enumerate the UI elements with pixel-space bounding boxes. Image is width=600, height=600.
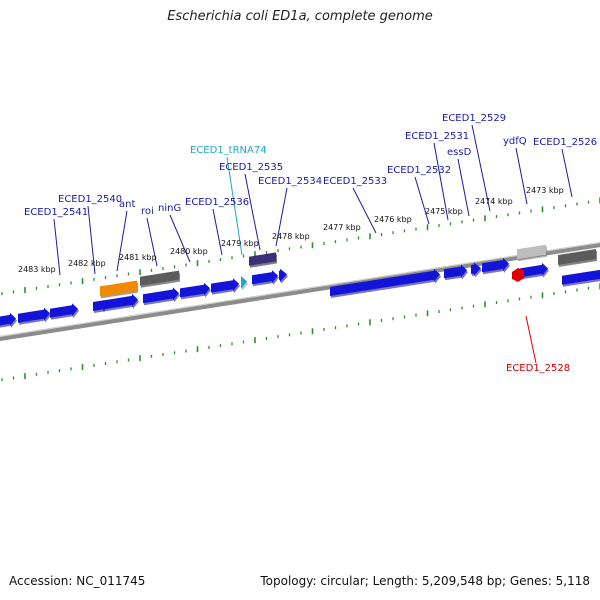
gray-feature [140, 270, 179, 286]
feature-track [0, 244, 600, 328]
cds-feature [0, 312, 16, 326]
gene-label: ECED1_2528 [506, 363, 570, 374]
gene-label: ECED1_2541 [24, 207, 88, 218]
cds-feature [50, 303, 78, 318]
label-leader-line [352, 187, 377, 234]
label-leader-line [116, 210, 128, 272]
light-gray-feature [517, 244, 546, 260]
label-leader-line [275, 187, 288, 247]
orange-feature [100, 280, 137, 297]
kbp-scale-labels: 2483 kbp 2482 kbp 2481 kbp 2480 kbp 2479 kbp… [18, 186, 564, 274]
red-feature [512, 268, 524, 282]
label-leader-line [169, 214, 191, 263]
gene-label: ninG [158, 203, 181, 214]
cds-feature [562, 269, 600, 285]
cds-feature [143, 287, 179, 304]
cds-feature [102, 293, 138, 310]
cds-feature [180, 282, 210, 298]
kbp-label: 2478 kbp [272, 232, 310, 241]
gene-label: ydfQ [503, 136, 527, 147]
label-leader-line [515, 147, 528, 205]
cds-feature [279, 268, 287, 282]
label-leader-line [471, 124, 491, 212]
trna-feature [241, 275, 247, 289]
cds-feature [520, 262, 548, 278]
kbp-label: 2480 kbp [170, 247, 208, 256]
purple-feature [249, 252, 276, 266]
gene-label: ECED1_2535 [219, 162, 283, 173]
cds-feature [330, 268, 440, 296]
label-leader-line [561, 148, 573, 198]
label-leader-line [433, 142, 449, 221]
gene-label: ECED1_2529 [442, 113, 506, 124]
kbp-label: 2474 kbp [475, 197, 513, 206]
label-leader-line [53, 218, 61, 276]
kbp-label: 2475 kbp [425, 207, 463, 216]
cds-feature [211, 278, 239, 293]
genome-backbone [0, 242, 600, 341]
map-title: Escherichia coli ED1a, complete genome [167, 9, 433, 24]
kbp-label: 2481 kbp [119, 253, 157, 262]
cds-feature [93, 300, 104, 311]
gene-label: roi [141, 206, 154, 217]
gene-label: ECED1_2533 [323, 176, 387, 187]
inner-tick-ring [1, 283, 600, 382]
label-leader-line [226, 156, 243, 256]
gene-label: ECED1_2532 [387, 165, 451, 176]
label-leader-line [457, 158, 470, 217]
kbp-label: 2477 kbp [323, 223, 361, 232]
kbp-label: 2482 kbp [68, 259, 106, 268]
gene-label: ant [119, 199, 135, 210]
gene-label: ECED1_tRNA74 [190, 145, 267, 156]
kbp-label: 2476 kbp [374, 215, 412, 224]
kbp-label: 2483 kbp [18, 265, 56, 274]
label-leader-line [244, 173, 261, 251]
kbp-label: 2479 kbp [221, 239, 259, 248]
accession-text: Accession: NC_011745 [9, 574, 146, 588]
cds-feature [18, 307, 50, 323]
gene-label: ECED1_2526 [533, 137, 597, 148]
genome-backbone-highlight [0, 242, 600, 337]
gray-feature [558, 249, 596, 265]
gene-label: ECED1_2536 [185, 197, 249, 208]
cds-feature [444, 264, 467, 279]
label-leader-line [212, 208, 223, 256]
genome-summary-text: Topology: circular; Length: 5,209,548 bp… [260, 574, 590, 588]
kbp-label: 2473 kbp [526, 186, 564, 195]
label-leader-line [87, 205, 96, 275]
cds-feature [471, 262, 481, 276]
gene-label: ECED1_2540 [58, 194, 122, 205]
gene-label: essD [447, 147, 472, 158]
cds-feature [252, 270, 278, 285]
gene-label: ECED1_2534 [258, 176, 322, 187]
label-leader-line [414, 176, 430, 225]
cds-feature [482, 258, 509, 273]
gene-label: ECED1_2531 [405, 131, 469, 142]
label-leader-line [525, 315, 537, 364]
label-leader-lines [53, 124, 573, 364]
label-leader-line [146, 217, 158, 267]
